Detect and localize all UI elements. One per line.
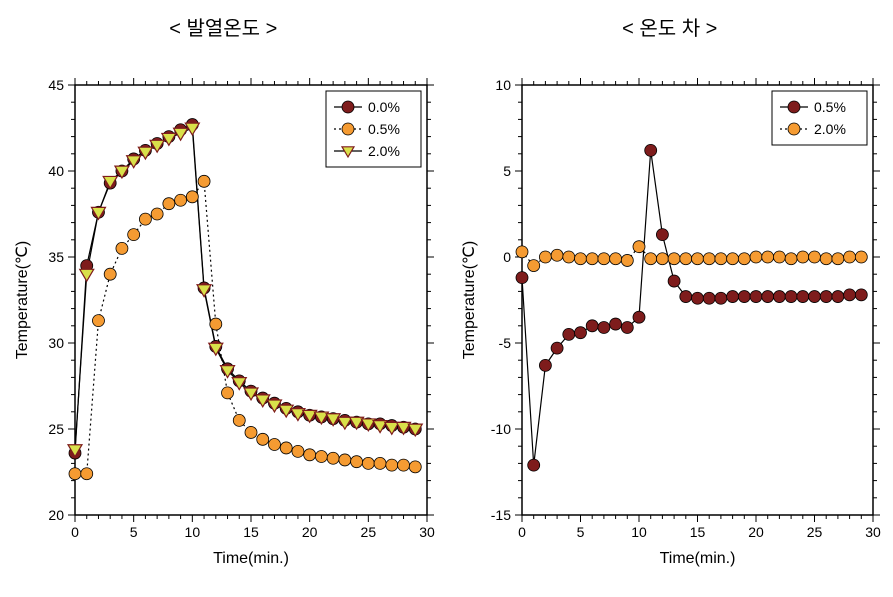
svg-text:0: 0: [71, 524, 79, 540]
svg-text:20: 20: [302, 524, 318, 540]
svg-text:5: 5: [577, 524, 585, 540]
svg-text:30: 30: [865, 524, 881, 540]
svg-text:30: 30: [48, 335, 64, 351]
svg-text:15: 15: [690, 524, 706, 540]
svg-text:10: 10: [631, 524, 647, 540]
svg-text:0: 0: [503, 249, 511, 265]
svg-text:15: 15: [243, 524, 259, 540]
svg-text:10: 10: [495, 77, 511, 93]
svg-text:20: 20: [48, 507, 64, 523]
svg-text:0.5%: 0.5%: [814, 99, 846, 115]
svg-text:25: 25: [48, 421, 64, 437]
svg-text:2.0%: 2.0%: [814, 121, 846, 137]
svg-text:2.0%: 2.0%: [368, 143, 400, 159]
svg-text:-10: -10: [491, 421, 511, 437]
svg-text:0: 0: [518, 524, 526, 540]
svg-text:Temperature(℃): Temperature(℃): [14, 241, 31, 359]
right-chart: 0 5 10 15 20 25 30 -15 -10 -5 0 5 10 Time(min.) Temper…: [447, 70, 893, 590]
svg-text:Temperature(℃): Temperature(℃): [461, 241, 478, 359]
svg-text:35: 35: [48, 249, 64, 265]
left-chart-title: < 발열온도 >: [0, 12, 447, 41]
svg-text:5: 5: [503, 163, 511, 179]
left-chart: 0 5 10 15 20 25 30 20 25 30 35 40 45 Time(min.) Temper…: [0, 70, 447, 590]
svg-text:40: 40: [48, 163, 64, 179]
right-chart-title: < 온도 차 >: [447, 12, 893, 41]
svg-text:0.0%: 0.0%: [368, 99, 400, 115]
svg-text:5: 5: [130, 524, 138, 540]
svg-text:25: 25: [807, 524, 823, 540]
svg-text:0.5%: 0.5%: [368, 121, 400, 137]
svg-text:30: 30: [419, 524, 435, 540]
svg-text:Time(min.): Time(min.): [213, 550, 289, 567]
svg-text:25: 25: [361, 524, 377, 540]
svg-text:-15: -15: [491, 507, 511, 523]
svg-text:Time(min.): Time(min.): [660, 550, 736, 567]
svg-text:20: 20: [748, 524, 764, 540]
svg-text:10: 10: [185, 524, 201, 540]
svg-text:45: 45: [48, 77, 64, 93]
charts-container: 0 5 10 15 20 25 30 20 25 30 35 40 45 Time(min.) Temper…: [0, 70, 893, 590]
chart-titles: < 발열온도 > < 온도 차 >: [0, 12, 893, 41]
svg-text:-5: -5: [499, 335, 512, 351]
